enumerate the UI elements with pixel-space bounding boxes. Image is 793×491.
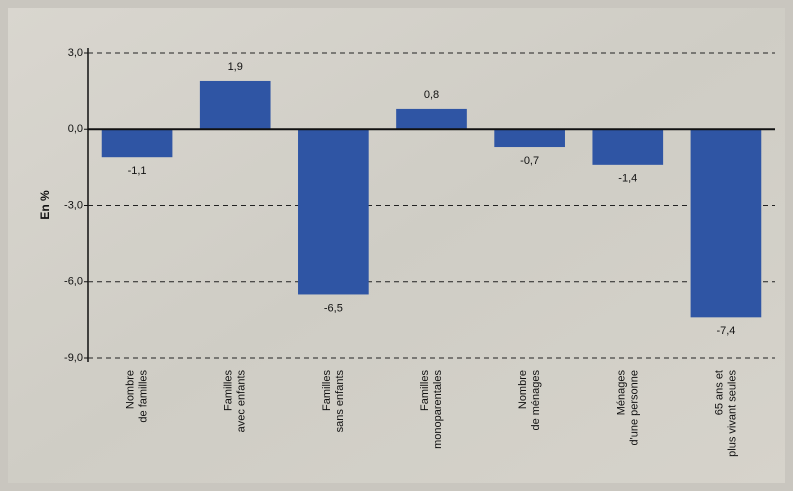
chart: En % -9,0-6,0-3,00,03,0-1,1Nombrede fami… [0, 0, 793, 491]
y-tick-label: -6,0 [64, 276, 83, 288]
value-label: -0,7 [520, 155, 539, 167]
y-tick-label: -9,0 [64, 352, 83, 364]
bar [200, 81, 271, 129]
value-label: -6,5 [324, 302, 343, 314]
y-tick-label: 3,0 [68, 47, 83, 59]
bar [396, 109, 467, 129]
background [8, 8, 785, 483]
value-label: -7,4 [716, 325, 735, 337]
bar [592, 129, 663, 165]
bar [494, 129, 565, 147]
y-axis-label: En % [38, 190, 52, 220]
bar [102, 129, 173, 157]
page: En % -9,0-6,0-3,00,03,0-1,1Nombrede fami… [0, 0, 793, 491]
value-label: 1,9 [228, 61, 243, 73]
bar [298, 129, 369, 294]
value-label: 0,8 [424, 89, 439, 101]
y-tick-label: -3,0 [64, 199, 83, 211]
value-label: -1,1 [128, 165, 147, 177]
y-tick-label: 0,0 [68, 123, 83, 135]
bar [691, 129, 762, 317]
value-label: -1,4 [618, 173, 637, 185]
